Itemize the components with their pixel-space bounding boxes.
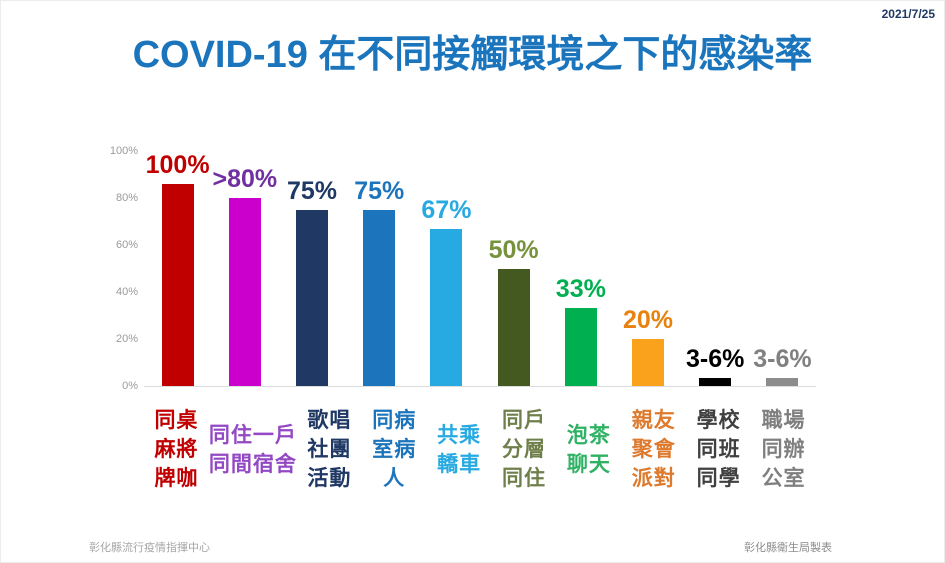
y-axis: 100% 80% 60% 40% 20% 0%	[96, 145, 138, 392]
footer-right-credit: 彰化縣衛生局製表	[744, 542, 832, 554]
category-axis: 同桌 麻將 牌咖 同住一戶 同間宿舍 歌唱 社團 活動 同病 室病人共乘 轎車 同戶 分層 同住 泡茶 聊天親…	[144, 392, 816, 507]
category-label-line: 活動	[307, 467, 352, 490]
footer-left-credit: 彰化縣流行疫情指揮中心	[89, 542, 210, 554]
bar-value-label: >80%	[212, 165, 278, 193]
category-label-line: 學校	[696, 409, 741, 432]
bar	[296, 209, 328, 386]
bar-series: 100% >80% 75% 75% 67% 50% 33% 20% 3-6% 3-6%	[144, 151, 816, 386]
bar-value-label: 33%	[555, 275, 606, 304]
category-label-line: 聚會	[631, 438, 676, 461]
bar	[430, 228, 463, 386]
category-label-line: 共乘	[437, 423, 482, 447]
category-label-line: 同學	[696, 467, 741, 490]
bar-column: 33%	[547, 151, 614, 386]
y-axis-tick: 20%	[115, 333, 138, 345]
category-label-line: 聊天	[566, 452, 611, 476]
bar-column: >80%	[211, 151, 278, 386]
category-label: 學校 同班 同學	[686, 392, 751, 507]
y-axis-tick: 0%	[122, 380, 138, 392]
bar	[564, 308, 597, 386]
bar-column: 100%	[144, 151, 211, 386]
bar-value-label: 3-6%	[686, 344, 745, 373]
category-label-line: 人	[383, 467, 406, 490]
bar-column: 3-6%	[749, 151, 816, 386]
bar-column: 75%	[346, 151, 413, 386]
bar	[497, 268, 530, 386]
category-label-line: 牌咖	[154, 467, 199, 490]
category-label-line: 公室	[761, 467, 806, 490]
category-label: 同戶 分層 同住	[492, 392, 557, 507]
category-label-line: 分層	[502, 438, 546, 461]
category-label-line: 社團	[307, 438, 352, 461]
category-label-line: 同戶	[502, 409, 546, 432]
y-axis-tick: 40%	[115, 286, 138, 298]
category-label-line: 泡茶	[566, 423, 611, 447]
bar	[161, 184, 194, 386]
category-label-line: 親友	[631, 409, 676, 432]
bar-column: 50%	[480, 151, 547, 386]
category-label-line: 同住一戶	[208, 423, 297, 447]
bar	[632, 339, 665, 386]
category-label: 同桌 麻將 牌咖	[144, 392, 209, 507]
y-axis-tick: 80%	[115, 192, 138, 204]
y-axis-tick: 100%	[109, 145, 138, 157]
bar	[363, 209, 396, 386]
category-label-line: 歌唱	[307, 409, 352, 432]
bar-value-label: 20%	[623, 306, 674, 334]
category-label-line: 同住	[502, 467, 546, 490]
category-label: 同病 室病人	[362, 392, 427, 507]
bar-value-label: 75%	[286, 176, 338, 205]
category-label: 共乘 轎車	[427, 392, 492, 507]
bar-value-label: 50%	[488, 235, 539, 264]
bar-value-label: 75%	[354, 176, 405, 205]
category-label-line: 室病	[372, 438, 417, 461]
bar-column: 20%	[614, 151, 681, 386]
category-label: 歌唱 社團 活動	[297, 392, 362, 507]
bar-value-label: 100%	[145, 151, 210, 179]
category-label: 泡茶 聊天	[556, 392, 621, 507]
category-label-line: 同班	[696, 438, 741, 461]
category-label-line: 同病	[372, 409, 417, 432]
category-label: 親友 聚會 派對	[621, 392, 686, 507]
category-label: 同住一戶 同間宿舍	[209, 392, 297, 507]
category-label-line: 同間宿舍	[208, 452, 297, 476]
y-axis-tick: 60%	[115, 239, 138, 251]
bar	[766, 377, 799, 386]
bar	[228, 198, 261, 386]
plot-area: 100% >80% 75% 75% 67% 50% 33% 20% 3-6% 3-6%	[144, 151, 816, 387]
category-label-line: 派對	[631, 467, 676, 490]
bar-column: 67%	[413, 151, 480, 386]
category-label-line: 麻將	[154, 438, 199, 461]
date-label: 2021/7/25	[881, 7, 935, 21]
bar-value-label: 67%	[421, 195, 472, 224]
category-label: 職場 同辦 公室	[751, 392, 816, 507]
bar-column: 75%	[278, 151, 345, 386]
category-label-line: 轎車	[437, 452, 482, 476]
page-title: COVID-19 在不同接觸環境之下的感染率	[132, 34, 813, 76]
category-label-line: 職場	[761, 409, 806, 432]
category-label-line: 同桌	[154, 409, 199, 432]
bar-column: 3-6%	[682, 151, 749, 386]
category-label-line: 同辦	[761, 438, 806, 461]
bar-value-label: 3-6%	[753, 344, 812, 373]
bar	[699, 377, 732, 386]
